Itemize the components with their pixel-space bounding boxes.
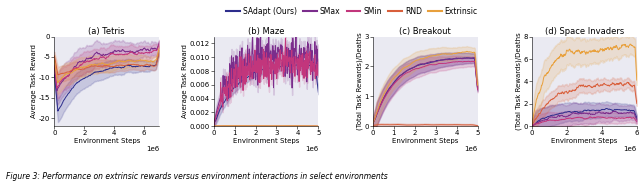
Y-axis label: (Total Task Rewards)/Deaths: (Total Task Rewards)/Deaths [356,33,363,130]
Title: (d) Space Invaders: (d) Space Invaders [545,27,624,36]
X-axis label: Environment Steps: Environment Steps [233,138,299,144]
X-axis label: Environment Steps: Environment Steps [392,138,458,144]
Text: 1e6: 1e6 [465,146,477,152]
Y-axis label: (Total Task Rewards)/Deaths: (Total Task Rewards)/Deaths [515,33,522,130]
Y-axis label: Average Task Reward: Average Task Reward [182,44,188,118]
Text: Figure 3: Performance on extrinsic rewards versus environment interactions in se: Figure 3: Performance on extrinsic rewar… [6,172,388,181]
Text: 1e6: 1e6 [305,146,318,152]
Title: (a) Tetris: (a) Tetris [88,27,125,36]
X-axis label: Environment Steps: Environment Steps [551,138,618,144]
Text: 1e6: 1e6 [146,146,159,152]
Legend: SAdapt (Ours), SMax, SMin, RND, Extrinsic: SAdapt (Ours), SMax, SMin, RND, Extrinsi… [223,4,481,19]
Text: 1e6: 1e6 [623,146,637,152]
X-axis label: Environment Steps: Environment Steps [74,138,140,144]
Title: (c) Breakout: (c) Breakout [399,27,451,36]
Title: (b) Maze: (b) Maze [248,27,284,36]
Y-axis label: Average Task Reward: Average Task Reward [31,44,37,118]
